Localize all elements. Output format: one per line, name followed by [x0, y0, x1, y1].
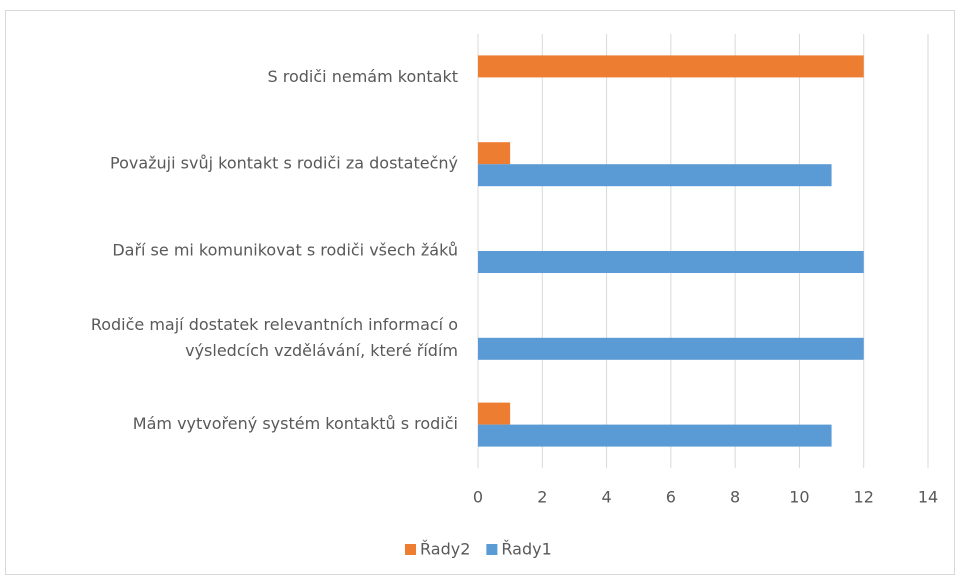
x-tick-label: 4: [601, 488, 611, 507]
bar: [478, 251, 864, 273]
x-tick-label: 6: [666, 488, 676, 507]
x-tick-label: 8: [730, 488, 740, 507]
bar: [478, 164, 832, 187]
y-tick-label: Daří se mi komunikovat s rodiči všech žá…: [112, 241, 458, 260]
y-tick-label-line: výsledcích vzdělávání, které řídím: [185, 340, 458, 359]
bar: [478, 424, 832, 447]
y-tick-label: Mám vytvořený systém kontaktů s rodiči: [133, 414, 458, 433]
bar: [478, 337, 864, 360]
y-tick-label: Rodiče mají dostatek relevantních inform…: [91, 314, 458, 359]
x-tick-label: 10: [789, 488, 809, 507]
y-tick-label: S rodiči nemám kontakt: [268, 67, 458, 86]
legend-swatch: [405, 544, 416, 555]
chart-frame: [5, 10, 955, 575]
bar: [478, 402, 511, 425]
legend-swatch: [486, 544, 498, 555]
legend-label: Řady1: [501, 540, 551, 559]
y-tick-label: Považuji svůj kontakt s rodiči za dostat…: [110, 154, 458, 173]
x-tick-label: 12: [854, 488, 874, 507]
x-tick-label: 2: [537, 488, 547, 507]
x-tick-label: 0: [473, 488, 483, 507]
legend-label: Řady2: [420, 540, 470, 559]
y-tick-label-line: Rodiče mají dostatek relevantních inform…: [91, 314, 458, 333]
bar: [478, 142, 511, 165]
bar: [478, 55, 864, 78]
x-tick-label: 14: [918, 488, 938, 507]
